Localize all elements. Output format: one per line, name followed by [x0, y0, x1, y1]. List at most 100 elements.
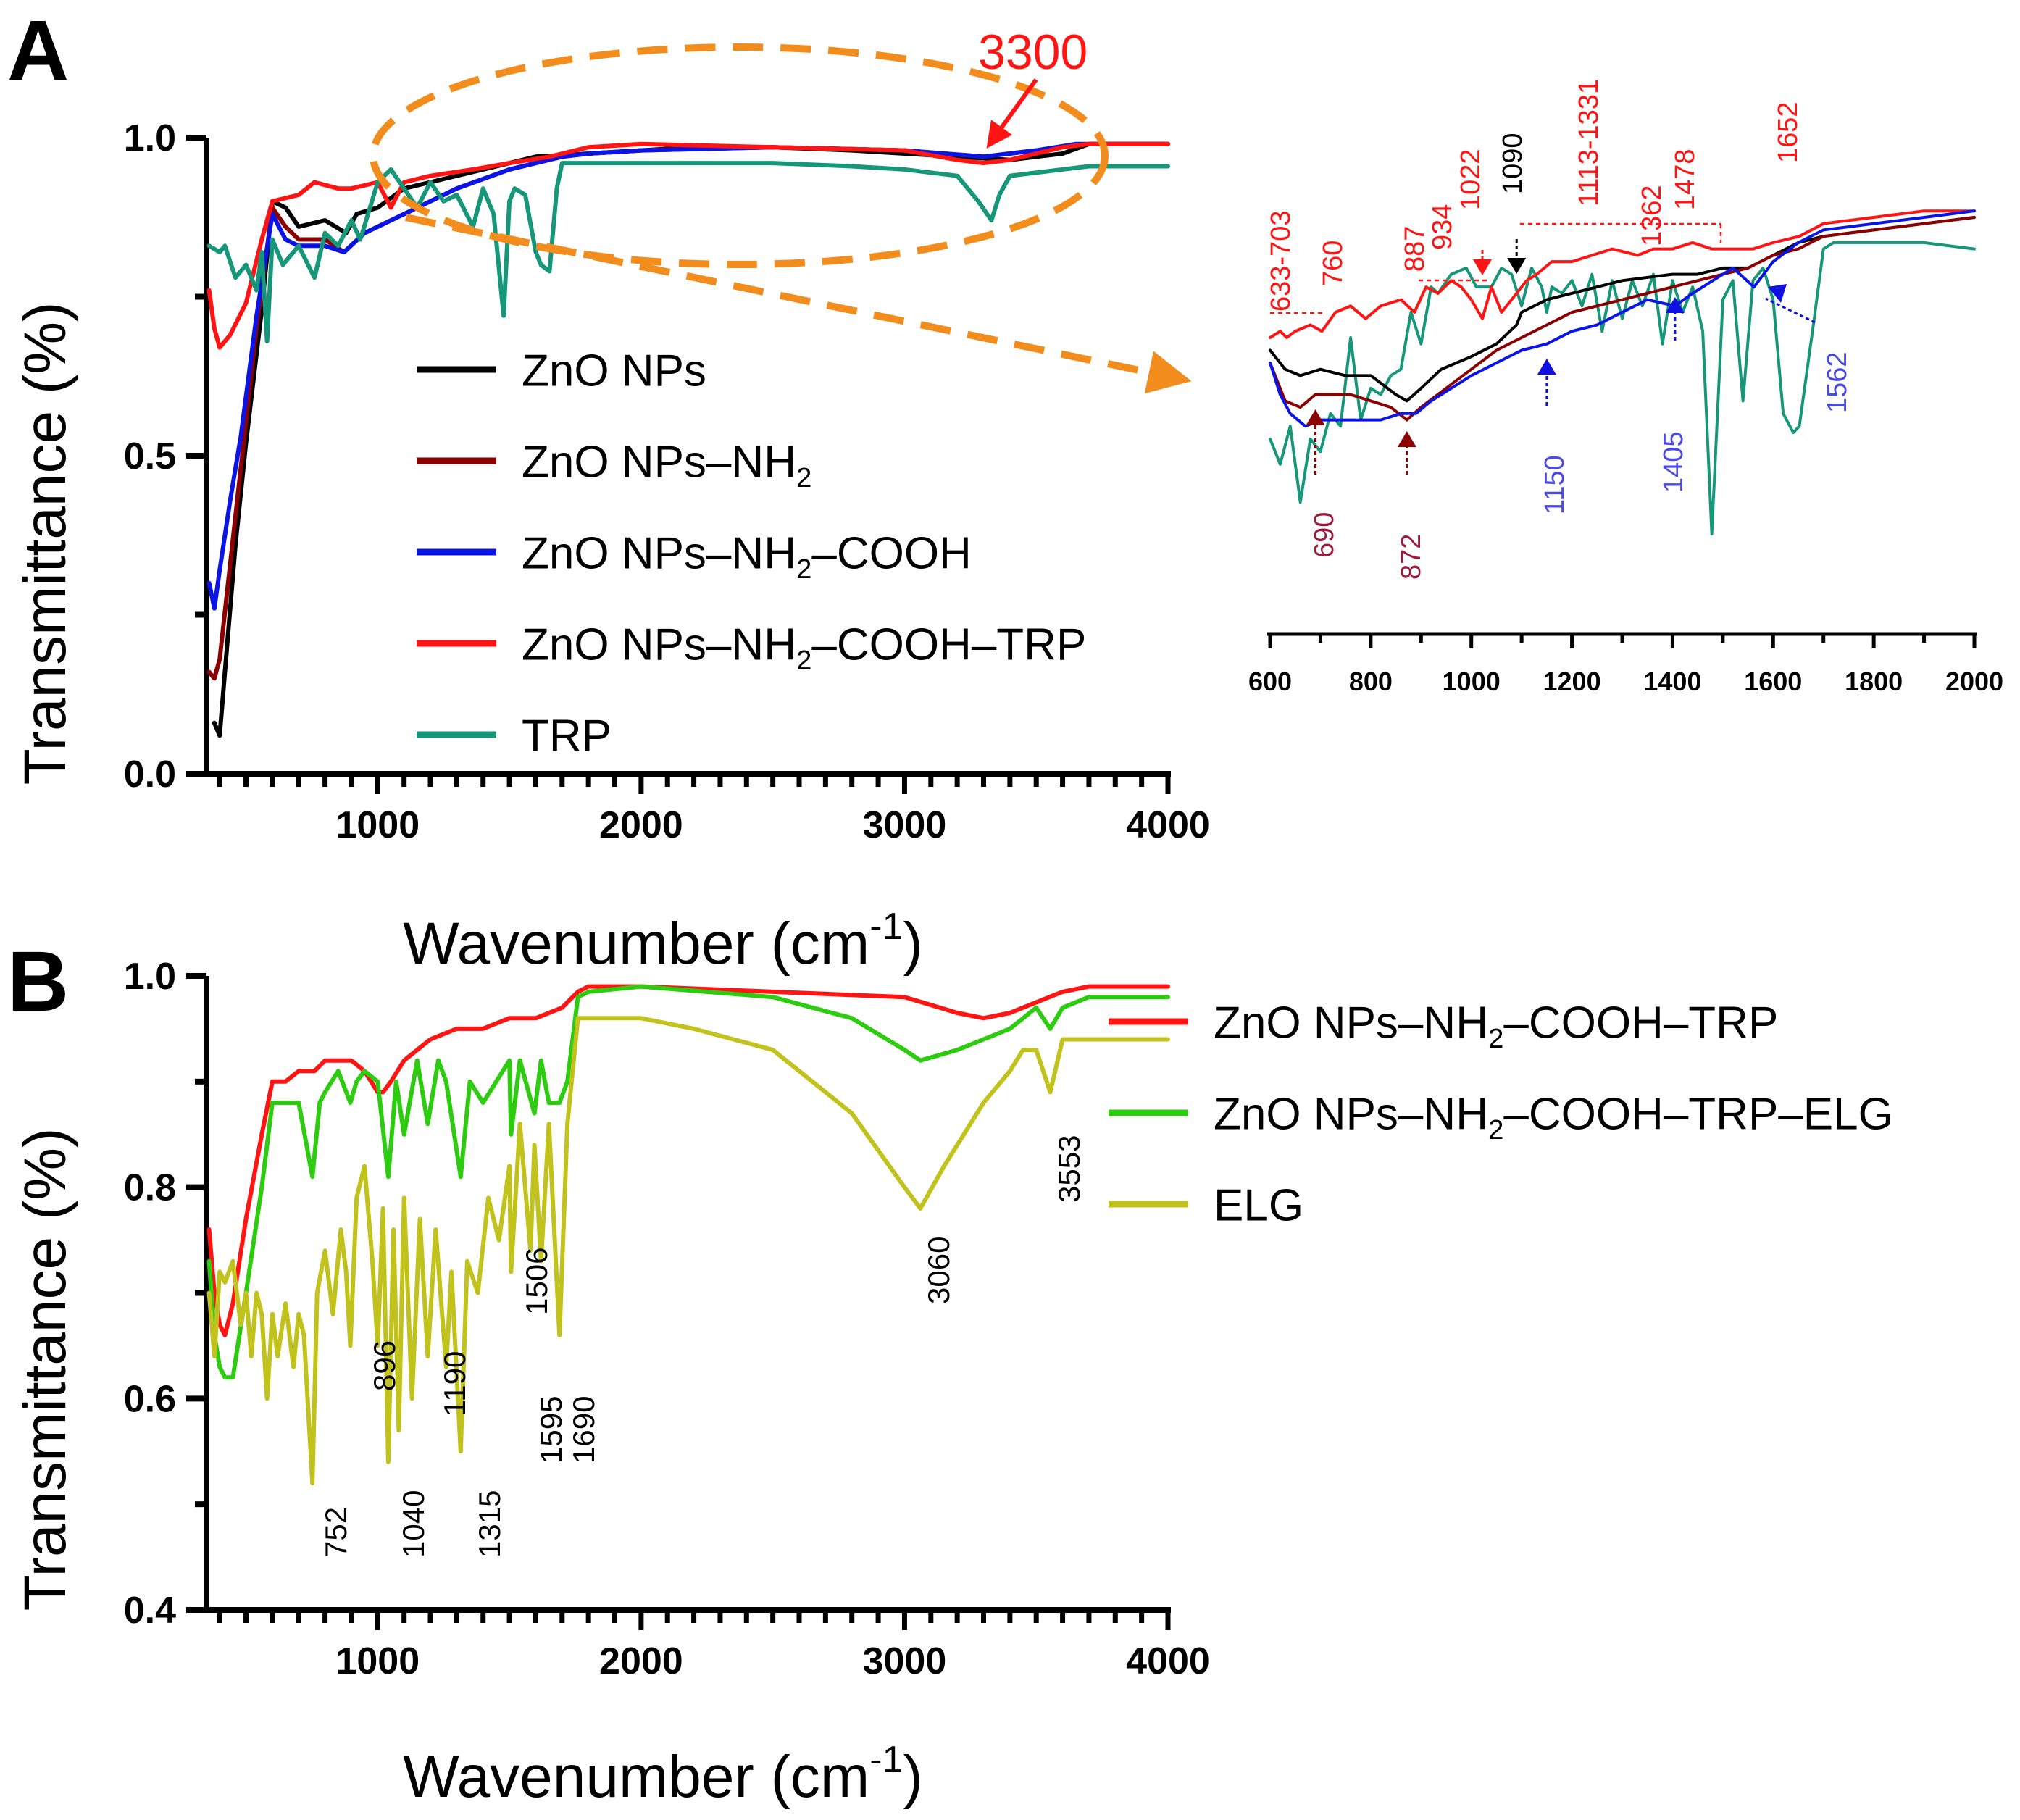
inset-arrow-1150-head — [1537, 359, 1556, 375]
panel-a-axes: 0.0 0.5 1.0 1000 2000 3000 4000 — [124, 117, 1210, 846]
inset-axes: 600 800 1000 1200 1400 1600 1800 2000 — [1248, 632, 2003, 696]
inset-arrow-1562-shaft — [1765, 297, 1816, 324]
panel-b-annotation-3553: 3553 — [1052, 1135, 1086, 1203]
inset-arrow-1022-head — [1472, 259, 1492, 275]
inset-series-trp — [1269, 241, 1976, 535]
inset-arrow-1562-head — [1768, 284, 1787, 303]
inset-annotation-1562: 1562 — [1822, 351, 1853, 413]
inset-annotation-760: 760 — [1318, 241, 1348, 286]
panel-b-legend-label: ZnO NPs–NH2–COOH–TRP–ELG — [1214, 1089, 1893, 1145]
panel-a-y-tick-label: 0.5 — [124, 435, 176, 477]
inset-annotation-872: 872 — [1396, 534, 1427, 580]
panel-b-label: B — [7, 934, 69, 1030]
inset-arrow-690-head — [1306, 409, 1325, 425]
panel-a-legend: ZnO NPs ZnO NPs–NH2 ZnO NPs–NH2–COOH ZnO NP… — [417, 346, 1086, 761]
panel-b-xlabel: Wavenumber (cm-1) — [403, 1739, 923, 1810]
inset-annotation-1150: 1150 — [1540, 455, 1570, 514]
panel-a: A Transmittance (%) Wavenumber (cm-1) 0.… — [7, 3, 1210, 977]
panel-a-x-tick-label: 2000 — [599, 804, 683, 846]
inset-annotation-1113-1331: 1113-1331 — [1574, 79, 1604, 206]
panel-b-annotation-1040: 1040 — [396, 1490, 430, 1558]
panel-a-legend-label: ZnO NPs — [522, 346, 706, 396]
panel-b-annotation-1690: 1690 — [567, 1396, 601, 1464]
panel-a-ylabel: Transmittance (%) — [12, 302, 78, 785]
panel-b-ylabel: Transmittance (%) — [12, 1128, 78, 1611]
inset-annotation-1478: 1478 — [1670, 149, 1700, 210]
panel-b-x-tick-label: 4000 — [1126, 1640, 1210, 1682]
panel-a-legend-label: ZnO NPs–NH2–COOH–TRP — [522, 619, 1086, 676]
panel-a-legend-label: ZnO NPs–NH2–COOH — [522, 528, 972, 585]
annotation-3300: 3300 — [978, 25, 1088, 80]
panel-b-annotation-1315: 1315 — [472, 1490, 506, 1558]
panel-b-y-tick-label: 1.0 — [124, 956, 176, 998]
panel-b: B Transmittance (%) Wavenumber (cm-1) 0.… — [7, 934, 1893, 1810]
zoom-region-ellipse — [370, 43, 1109, 268]
inset-arrow-872-head — [1397, 431, 1416, 447]
inset-annotation-1090: 1090 — [1498, 133, 1528, 194]
inset-x-tick-label: 800 — [1349, 667, 1393, 696]
inset-annotation-887: 887 — [1400, 226, 1430, 272]
inset-x-tick-label: 1200 — [1543, 667, 1601, 696]
inset-annotation-934: 934 — [1427, 204, 1458, 250]
panel-b-annotation-3060: 3060 — [922, 1237, 956, 1304]
svg-text:Wavenumber (cm-1): Wavenumber (cm-1) — [403, 906, 923, 977]
panel-a-legend-label: ZnO NPs–NH2 — [522, 437, 811, 493]
panel-b-series-elg — [206, 1016, 1170, 1485]
peak-3300-arrow — [986, 78, 1038, 149]
inset-x-tick-label: 1400 — [1643, 667, 1701, 696]
panel-a-series-trp — [206, 161, 1170, 343]
panel-a-xlabel: Wavenumber (cm-1) — [403, 906, 923, 977]
panel-b-annotation-1506: 1506 — [519, 1248, 554, 1315]
panel-b-x-tick-label: 2000 — [599, 1640, 683, 1682]
panel-b-x-tick-label: 3000 — [863, 1640, 947, 1682]
panel-b-series — [206, 984, 1170, 1485]
panel-a-series — [206, 141, 1170, 738]
inset-annotation-690: 690 — [1309, 512, 1340, 558]
panel-b-y-tick-label: 0.8 — [124, 1167, 176, 1209]
panel-a-y-tick-label: 1.0 — [124, 117, 176, 159]
panel-b-legend: ZnO NPs–NH2–COOH–TRP ZnO NPs–NH2–COOH–TRP… — [1109, 998, 1893, 1230]
zoom-pointer-arrow — [404, 214, 1192, 394]
panel-a-x-tick-label: 4000 — [1126, 804, 1210, 846]
panel-b-y-tick-label: 0.4 — [124, 1590, 176, 1632]
panel-b-series-zno-nps-nh2-cooh-trp — [206, 984, 1170, 1337]
panel-b-annotation-1595: 1595 — [534, 1396, 568, 1464]
inset-series — [1269, 209, 1976, 535]
panel-a-series-zno-nps-nh2-cooh-trp — [206, 141, 1170, 350]
inset-annotation-1405: 1405 — [1658, 431, 1689, 493]
panel-a-legend-label: TRP — [522, 711, 612, 761]
panel-b-axes: 0.4 0.6 0.8 1.0 1000 2000 3000 4000 — [124, 956, 1210, 1682]
inset-x-tick-label: 1600 — [1744, 667, 1802, 696]
inset-annotation-1362: 1362 — [1637, 185, 1667, 246]
panel-b-annotation-752: 752 — [319, 1507, 353, 1558]
inset-series-zno-nps-nh2 — [1269, 216, 1976, 422]
inset-series-zno-nps — [1269, 216, 1976, 403]
panel-b-series-zno-nps-nh2-cooh-trp-elg — [206, 984, 1170, 1380]
inset-x-tick-label: 1000 — [1443, 667, 1501, 696]
svg-text:Wavenumber (cm-1): Wavenumber (cm-1) — [403, 1739, 923, 1810]
panel-a-label: A — [7, 3, 69, 99]
inset-x-tick-label: 600 — [1248, 667, 1292, 696]
inset-arrow-1090-head — [1507, 258, 1527, 274]
inset-annotation-1022: 1022 — [1456, 149, 1486, 210]
panel-a-x-tick-label: 1000 — [335, 804, 420, 846]
inset-annotation-1652: 1652 — [1773, 101, 1803, 163]
panel-b-legend-label: ZnO NPs–NH2–COOH–TRP — [1214, 998, 1778, 1054]
panel-a-y-tick-label: 0.0 — [124, 754, 176, 796]
inset-x-tick-label: 1800 — [1845, 667, 1903, 696]
panel-a-inset: 600 800 1000 1200 1400 1600 1800 2000 633-703 76… — [1248, 79, 2003, 696]
panel-b-x-tick-label: 1000 — [335, 1640, 420, 1682]
panel-b-annotation-1190: 1190 — [438, 1351, 472, 1416]
inset-annotation-633-703: 633-703 — [1266, 211, 1296, 312]
panel-b-y-tick-label: 0.6 — [124, 1378, 176, 1420]
panel-a-x-tick-label: 3000 — [863, 804, 947, 846]
inset-arrow-1405-head — [1665, 297, 1685, 313]
inset-x-tick-label: 2000 — [1945, 667, 2003, 696]
panel-b-annotation-896: 896 — [367, 1340, 401, 1391]
inset-series-zno-nps-nh2-cooh — [1269, 209, 1976, 428]
panel-b-legend-label: ELG — [1214, 1180, 1303, 1230]
inset-series-zno-nps-nh2-cooh-trp — [1269, 209, 1976, 339]
